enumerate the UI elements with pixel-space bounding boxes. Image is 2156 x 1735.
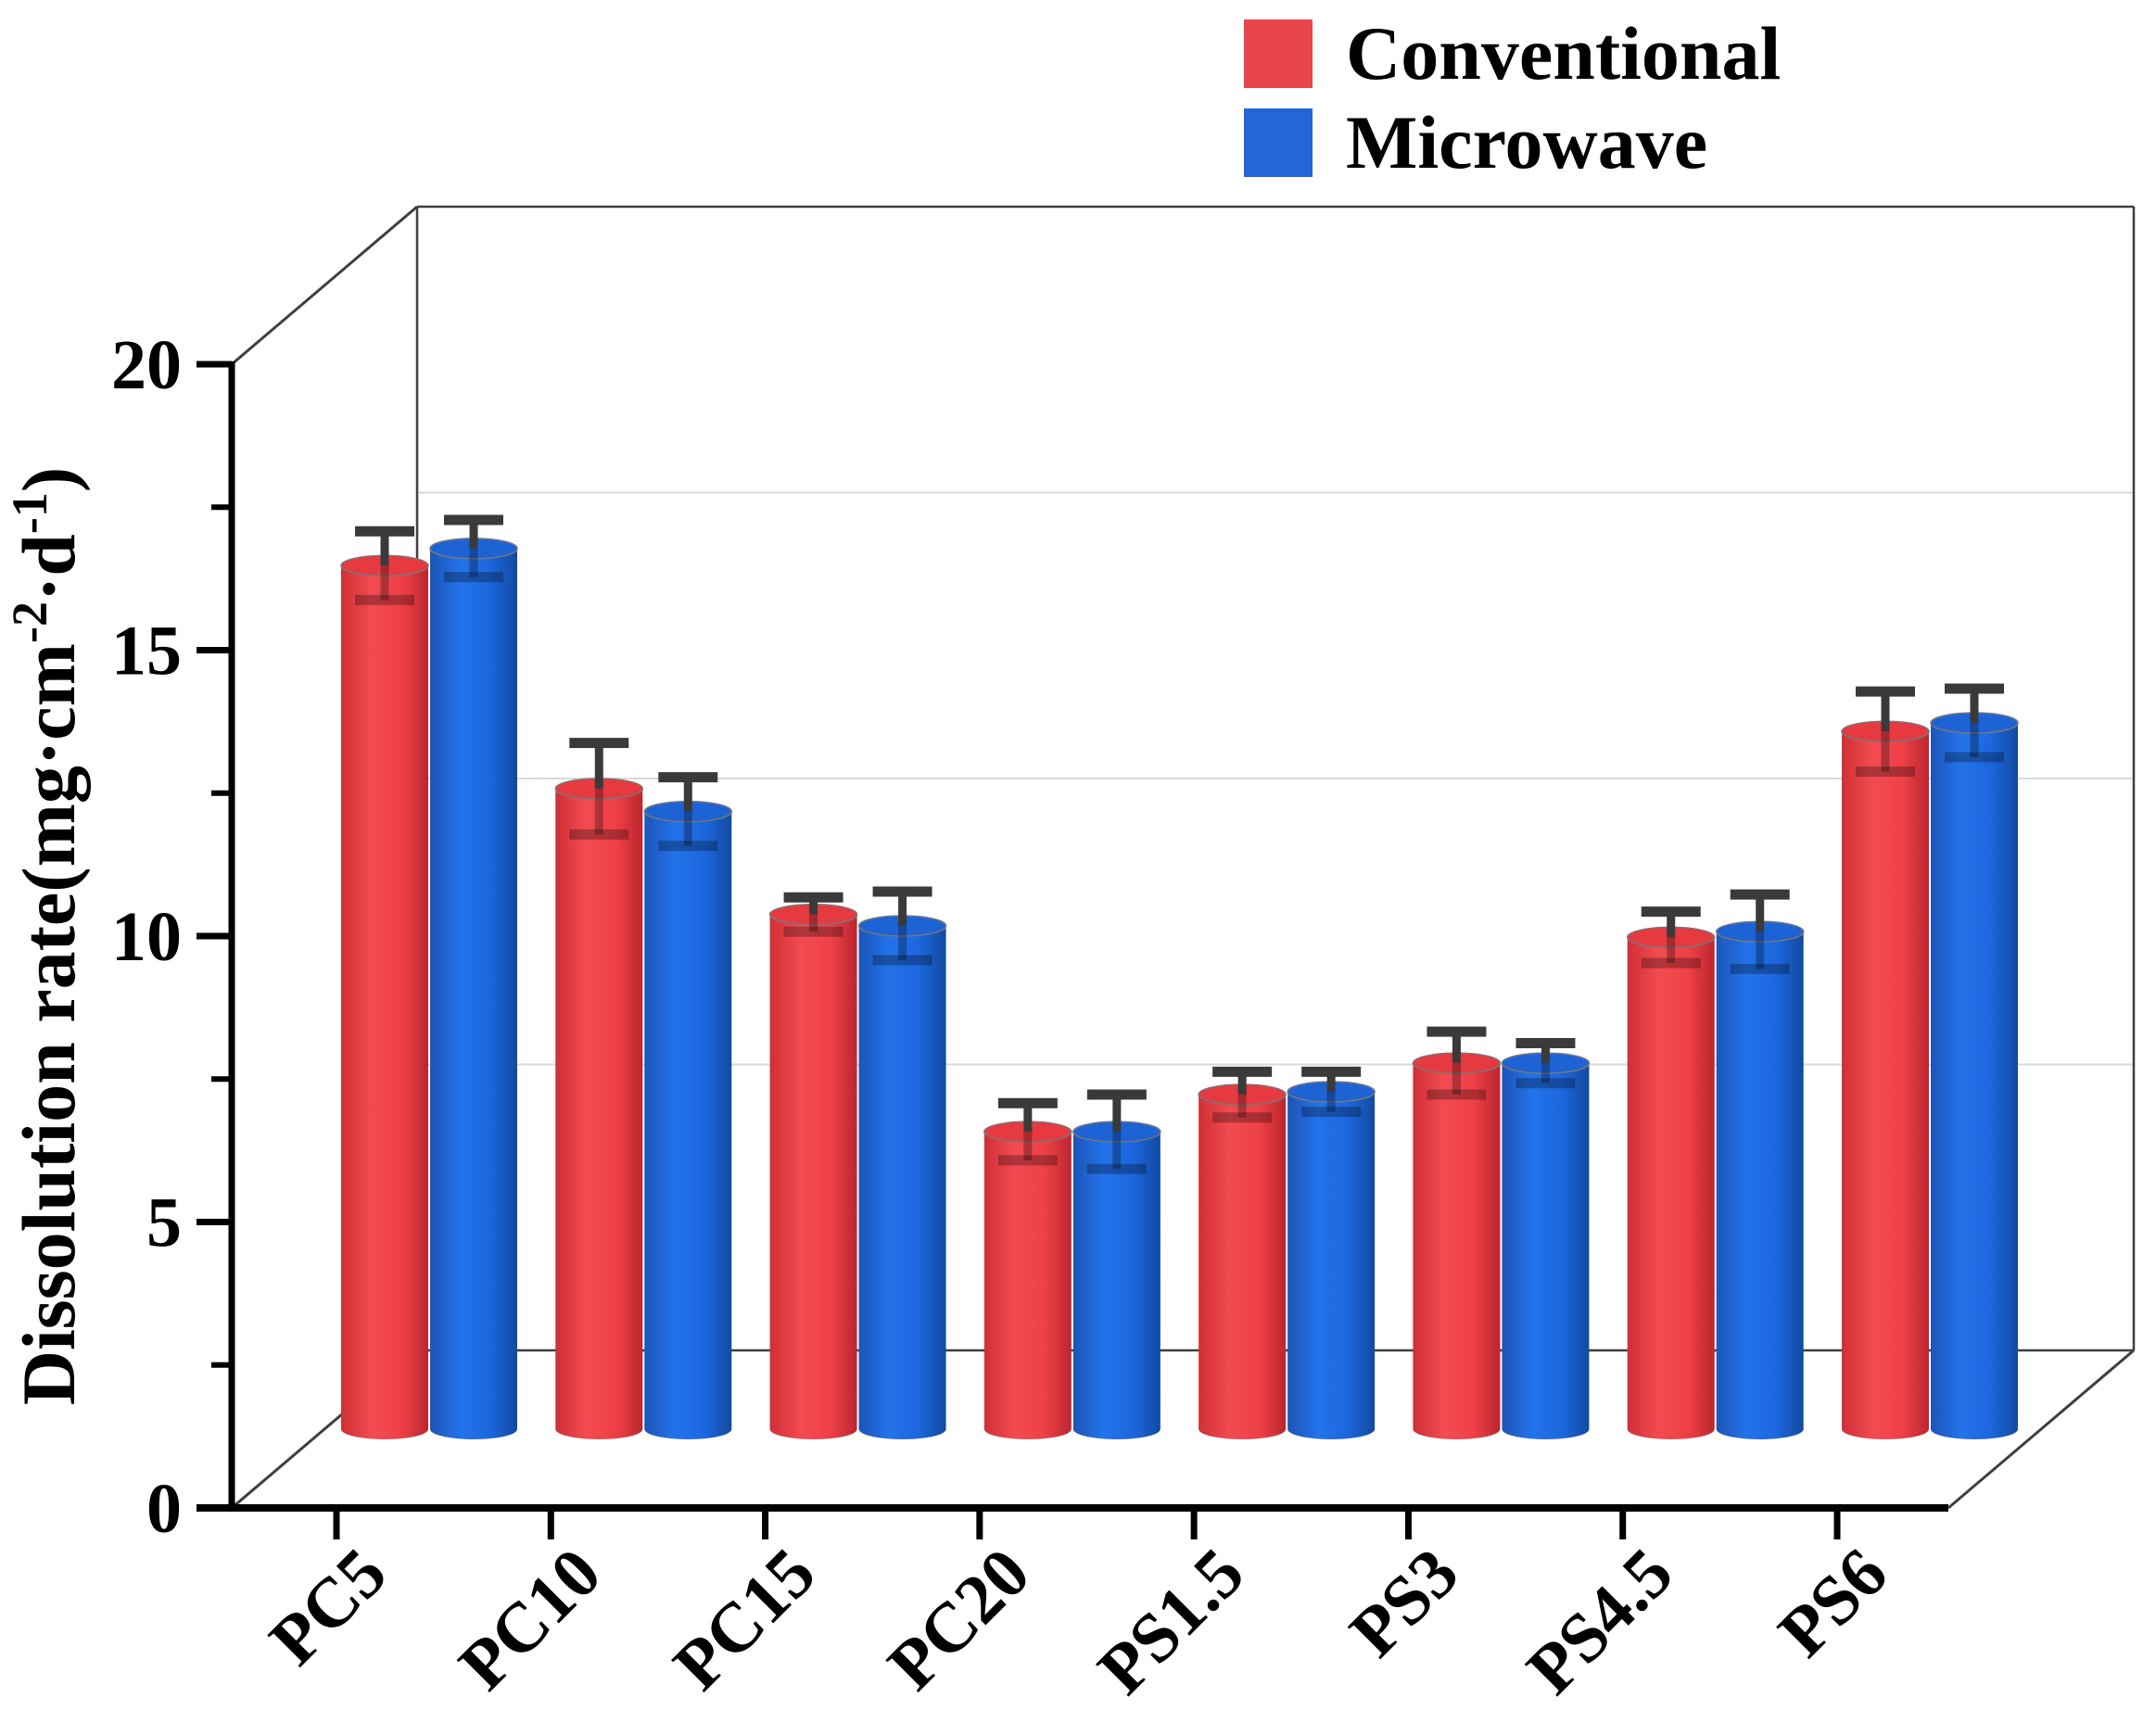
bar-microwave-PC10-body <box>644 811 732 1439</box>
bar-conventional-PC20-body <box>983 1132 1072 1439</box>
y-tick-label-0: 0 <box>146 1470 182 1548</box>
y-tick-label-20: 20 <box>111 326 182 404</box>
legend-swatch-conventional-icon <box>1244 19 1313 88</box>
bar-conventional-PS6-body <box>1842 731 1929 1439</box>
x-tick-label-PS1.5: PS1.5 <box>1084 1534 1259 1709</box>
bar-conventional-PC10-body <box>555 788 643 1439</box>
legend-label-microwave: Microwave <box>1346 100 1708 184</box>
bar-microwave-PS1.5-body <box>1287 1091 1376 1439</box>
legend-item-conventional: Conventional <box>1244 11 1782 95</box>
x-tick-label-PC20: PC20 <box>873 1534 1045 1705</box>
y-tick-label-5: 5 <box>146 1184 182 1262</box>
bar-conventional-PS1.5-body <box>1198 1095 1287 1439</box>
x-tick-label-PC10: PC10 <box>445 1534 616 1705</box>
y-tick-label-10: 10 <box>111 898 182 976</box>
bar-conventional-PS4.5-body <box>1627 937 1715 1439</box>
legend-label-conventional: Conventional <box>1346 11 1782 95</box>
bar-conventional-PC5-body <box>341 565 428 1439</box>
bar-conventional-PS3-body <box>1413 1063 1501 1439</box>
floor-right-depth-edge <box>1947 1349 2135 1510</box>
bar-microwave-PS3-body <box>1502 1063 1590 1439</box>
legend: Conventional Microwave <box>1244 11 1782 184</box>
legend-item-microwave: Microwave <box>1244 100 1781 184</box>
y-tick-label-15: 15 <box>111 613 182 690</box>
x-tick-label-PS6: PS6 <box>1764 1534 1902 1672</box>
bar-microwave-PC5-body <box>430 548 517 1439</box>
bar-microwave-PS6-body <box>1931 723 2018 1439</box>
x-tick-label-PC15: PC15 <box>659 1534 831 1705</box>
bar-microwave-PC15-body <box>858 926 946 1439</box>
x-tick-label-PS3: PS3 <box>1335 1534 1473 1672</box>
x-tick-label-PC5: PC5 <box>255 1534 401 1680</box>
bar-microwave-PC20-body <box>1072 1132 1160 1439</box>
legend-swatch-microwave-icon <box>1244 108 1313 177</box>
bar-conventional-PC15-body <box>769 914 857 1439</box>
x-tick-label-PS4.5: PS4.5 <box>1512 1534 1687 1709</box>
bar-microwave-PS4.5-body <box>1716 931 1804 1439</box>
y-axis-label: Dissolution rate(mg·cm-2·d-1) <box>2 467 91 1405</box>
top-left-depth-edge <box>231 205 418 366</box>
